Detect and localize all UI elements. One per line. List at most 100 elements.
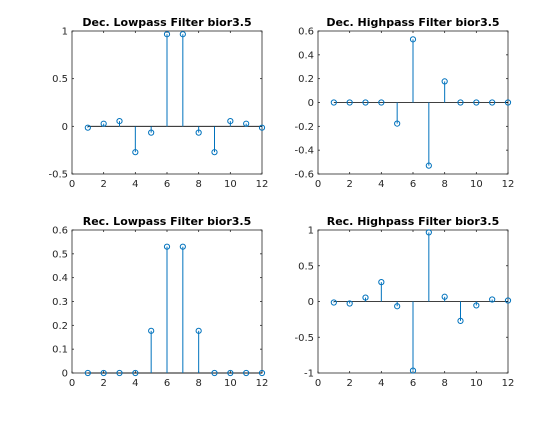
stem-marker bbox=[148, 129, 155, 136]
stem-marker bbox=[258, 124, 266, 131]
stem-marker bbox=[346, 300, 353, 307]
stem-marker bbox=[132, 369, 139, 377]
stem-marker bbox=[504, 297, 512, 304]
subplot-title: Dec. Highpass Filter bior3.5 bbox=[326, 16, 499, 29]
x-tick-label: 8 bbox=[441, 179, 447, 190]
y-tick-label: -0.4 bbox=[294, 146, 314, 157]
x-tick-label: 4 bbox=[132, 378, 138, 389]
x-tick-label: 10 bbox=[470, 378, 483, 389]
stem-marker bbox=[330, 299, 337, 306]
subplot-title: Dec. Lowpass Filter bior3.5 bbox=[82, 16, 251, 29]
x-tick-label: 12 bbox=[256, 179, 269, 190]
x-tick-label: 0 bbox=[69, 179, 75, 190]
stem-marker bbox=[346, 99, 353, 106]
stem-marker bbox=[362, 294, 369, 301]
stem-marker bbox=[243, 120, 250, 127]
stem-marker bbox=[100, 120, 107, 127]
y-tick-label: 0 bbox=[308, 297, 314, 308]
stem-marker bbox=[330, 99, 337, 106]
x-tick-label: 2 bbox=[100, 179, 106, 190]
y-tick-label: -0.2 bbox=[294, 122, 314, 133]
y-tick-label: -1 bbox=[304, 369, 314, 380]
stem-marker bbox=[394, 303, 401, 310]
stem-marker bbox=[116, 369, 123, 377]
subplot-2: Dec. Highpass Filter bior3.5 0 2 4 6 8 10 12 -0.… bbox=[294, 16, 514, 190]
y-tick-label: -0.5 bbox=[294, 333, 314, 344]
x-tick-label: 4 bbox=[132, 179, 138, 190]
stem-marker bbox=[116, 117, 123, 125]
x-tick-label: 12 bbox=[502, 179, 515, 190]
x-tick-label: 2 bbox=[100, 378, 106, 389]
x-tick-label: 10 bbox=[224, 378, 237, 389]
x-tick-label: 6 bbox=[410, 378, 416, 389]
stem-marker bbox=[84, 124, 91, 131]
x-tick-label: 6 bbox=[164, 378, 170, 389]
stem-marker bbox=[489, 99, 496, 106]
stem-marker bbox=[211, 369, 218, 377]
stem-marker bbox=[441, 293, 448, 300]
stem-marker bbox=[425, 162, 432, 169]
y-tick-label: 0.6 bbox=[298, 27, 314, 38]
x-tick-label: 2 bbox=[346, 179, 352, 190]
stem-marker bbox=[163, 31, 171, 38]
stem-marker bbox=[378, 99, 385, 106]
x-tick-label: 0 bbox=[315, 179, 321, 190]
y-tick-label: 1 bbox=[62, 27, 68, 38]
x-tick-label: 10 bbox=[470, 179, 483, 190]
y-tick-label: 0.2 bbox=[298, 74, 314, 85]
y-tick-label: 0.4 bbox=[298, 50, 314, 61]
x-tick-label: 4 bbox=[378, 179, 384, 190]
stem-marker bbox=[425, 229, 432, 236]
x-tick-label: 10 bbox=[224, 179, 237, 190]
x-tick-label: 6 bbox=[410, 179, 416, 190]
y-tick-label: 1 bbox=[308, 226, 314, 237]
x-tick-label: 0 bbox=[69, 378, 75, 389]
subplot-3: Rec. Lowpass Filter bior3.5 0 2 4 6 8 10 12 0 0.1… bbox=[52, 215, 268, 389]
y-tick-label: 0 bbox=[62, 369, 68, 380]
stem-marker bbox=[258, 369, 266, 377]
stem-marker bbox=[409, 367, 417, 374]
y-tick-label: 0 bbox=[308, 98, 314, 109]
y-tick-label: 0.6 bbox=[52, 226, 68, 237]
stem-marker bbox=[84, 369, 91, 377]
y-tick-label: 0.4 bbox=[52, 273, 68, 284]
stem-marker bbox=[504, 99, 512, 106]
x-tick-label: 4 bbox=[378, 378, 384, 389]
y-tick-label: 0 bbox=[62, 122, 68, 133]
x-tick-label: 6 bbox=[164, 179, 170, 190]
y-tick-label: 0.5 bbox=[298, 261, 314, 272]
stem-marker bbox=[179, 243, 186, 250]
stem-marker bbox=[394, 120, 401, 127]
y-tick-label: 0.3 bbox=[52, 297, 68, 308]
stem-marker bbox=[132, 149, 139, 156]
stem-marker bbox=[362, 99, 369, 106]
y-tick-label: 0.5 bbox=[52, 249, 68, 260]
stem-marker bbox=[195, 129, 202, 136]
stem-marker bbox=[409, 36, 417, 43]
stem-marker bbox=[243, 369, 250, 377]
stem-marker bbox=[179, 31, 186, 38]
stem-marker bbox=[163, 243, 171, 250]
x-tick-label: 8 bbox=[195, 179, 201, 190]
x-tick-label: 8 bbox=[441, 378, 447, 389]
stem-marker bbox=[457, 317, 464, 324]
subplot-4: Rec. Highpass Filter bior3.50 2 4 6 8 10 12-1-… bbox=[294, 215, 514, 389]
stem-marker bbox=[489, 296, 496, 303]
stem-marker bbox=[148, 327, 155, 334]
y-tick-label: -0.6 bbox=[294, 170, 314, 181]
y-tick-label: 0.2 bbox=[52, 321, 68, 332]
stem-marker bbox=[195, 327, 202, 334]
subplot-title: Rec. Lowpass Filter bior3.5 bbox=[83, 215, 252, 228]
y-tick-label: -0.5 bbox=[48, 170, 68, 181]
x-tick-label: 12 bbox=[502, 378, 515, 389]
y-tick-label: 0.1 bbox=[52, 345, 68, 356]
stem-marker bbox=[473, 302, 480, 309]
stem-marker bbox=[100, 369, 107, 377]
x-tick-label: 0 bbox=[315, 378, 321, 389]
stem-marker bbox=[457, 99, 464, 106]
stem-marker bbox=[211, 149, 218, 156]
stem-marker bbox=[441, 78, 448, 85]
stem-marker bbox=[378, 279, 385, 286]
